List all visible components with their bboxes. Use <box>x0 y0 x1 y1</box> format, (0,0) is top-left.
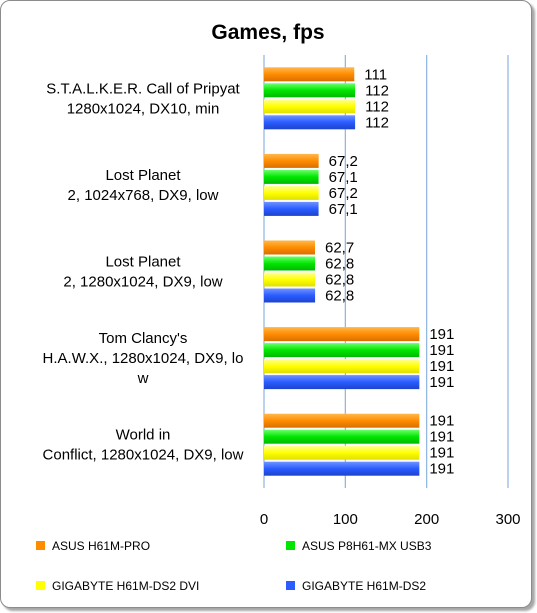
category-label: Lost Planet <box>105 167 181 184</box>
bar <box>264 115 356 130</box>
category-label: Conflict, 1280x1024, DX9, low <box>43 447 244 464</box>
data-label: 191 <box>429 326 454 343</box>
category-label: Tom Clancy's <box>99 330 188 347</box>
category-label: World in <box>116 427 171 444</box>
bar <box>264 461 420 476</box>
data-label: 67,2 <box>329 153 358 170</box>
bar <box>264 83 356 98</box>
data-label: 67,2 <box>329 185 358 202</box>
data-label: 191 <box>429 358 454 375</box>
data-label: 191 <box>429 461 454 478</box>
category-label: H.A.W.X., 1280x1024, DX9, lo <box>43 350 244 367</box>
legend-label: ASUS P8H61-MX USB3 <box>302 539 432 553</box>
data-label: 191 <box>429 429 454 446</box>
legend-swatch <box>286 541 295 550</box>
bar <box>264 272 316 287</box>
bar <box>264 327 420 342</box>
data-label: 191 <box>429 374 454 391</box>
category-label: Lost Planet <box>105 254 181 271</box>
bar <box>264 201 319 216</box>
data-label: 67,1 <box>329 169 358 186</box>
bar <box>264 429 420 444</box>
data-label: 191 <box>429 413 454 430</box>
legend-swatch <box>286 581 295 590</box>
bar <box>264 413 420 428</box>
bar <box>264 67 355 82</box>
bar <box>264 288 316 303</box>
data-label: 111 <box>364 66 387 83</box>
data-label: 112 <box>365 114 389 131</box>
bar <box>264 153 319 168</box>
data-label: 62,7 <box>325 240 354 257</box>
bar <box>264 359 420 374</box>
bar <box>264 185 319 200</box>
category-label: 1280x1024, DX10, min <box>67 100 220 117</box>
x-tick-label: 100 <box>333 511 358 528</box>
legend-swatch <box>36 541 45 550</box>
bar <box>264 99 356 114</box>
chart-title: Games, fps <box>211 21 324 44</box>
category-label: w <box>137 370 149 387</box>
data-label: 67,1 <box>329 201 358 218</box>
data-label: 62,8 <box>325 288 354 305</box>
x-tick-label: 0 <box>260 511 268 528</box>
data-label: 112 <box>365 98 389 115</box>
data-label: 62,8 <box>325 272 354 289</box>
bar <box>264 445 420 460</box>
legend-label: GIGABYTE H61M-DS2 DVI <box>52 579 199 593</box>
data-label: 191 <box>429 445 454 462</box>
legend-swatch <box>36 581 45 590</box>
category-label: S.T.A.L.K.E.R. Call of Pripyat <box>46 80 240 97</box>
category-label: 2, 1280x1024, DX9, low <box>63 274 222 291</box>
bar <box>264 343 420 358</box>
data-label: 62,8 <box>325 256 354 273</box>
legend-label: GIGABYTE H61M-DS2 <box>302 579 426 593</box>
bar <box>264 375 420 390</box>
data-label: 112 <box>365 82 389 99</box>
bar <box>264 169 319 184</box>
x-tick-label: 300 <box>495 511 520 528</box>
legend-label: ASUS H61M-PRO <box>52 539 150 553</box>
category-label: 2, 1024x768, DX9, low <box>68 187 219 204</box>
bar <box>264 256 316 271</box>
x-tick-label: 200 <box>414 511 439 528</box>
data-label: 191 <box>429 342 454 359</box>
bar <box>264 240 315 255</box>
